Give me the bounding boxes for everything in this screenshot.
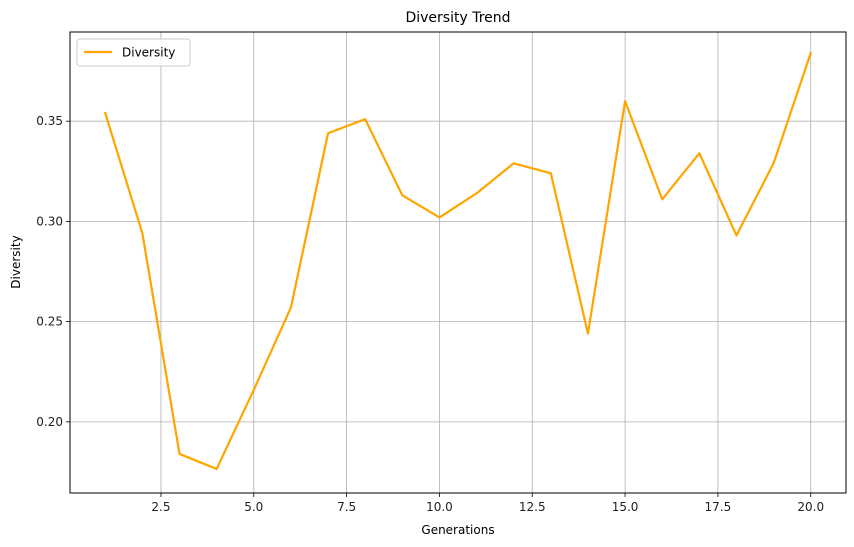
x-tick-label: 5.0 [244,500,263,514]
legend: Diversity [76,38,191,67]
legend-label-diversity: Diversity [122,46,175,60]
legend-box [76,38,191,67]
grid-lines [70,32,846,493]
y-tick-label: 0.35 [36,114,63,128]
chart-title: Diversity Trend [405,10,510,26]
x-tick-label: 17.5 [705,500,732,514]
x-tick-label: 15.0 [612,500,639,514]
x-axis-label: Generations [421,523,494,537]
x-tick-label: 20.0 [797,500,824,514]
y-axis-label: Diversity [9,235,23,288]
x-tick-label: 10.0 [426,500,453,514]
y-tick-label: 0.20 [36,415,63,429]
series-line-diversity [103,51,813,471]
x-tick-label: 12.5 [519,500,546,514]
x-tick-label: 2.5 [151,500,170,514]
x-tick-label: 7.5 [337,500,356,514]
y-tick-label: 0.25 [36,315,63,329]
series-layer [103,51,813,471]
y-tick-label: 0.30 [36,214,63,228]
axis-ticks: 2.5 5.0 7.5 10.0 12.5 15.0 17.5 20.0 0.20 0.25 0.3… [36,114,824,514]
plot-area-frame [69,31,847,494]
